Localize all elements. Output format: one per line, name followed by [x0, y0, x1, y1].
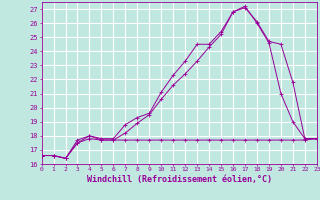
X-axis label: Windchill (Refroidissement éolien,°C): Windchill (Refroidissement éolien,°C) — [87, 175, 272, 184]
